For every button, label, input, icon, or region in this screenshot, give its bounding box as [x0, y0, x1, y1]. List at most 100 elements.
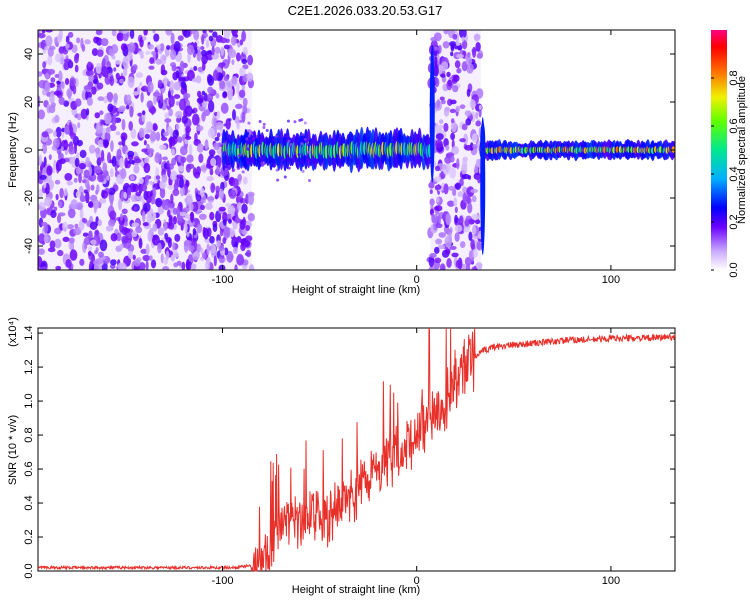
noise-region-2-blob [466, 186, 475, 198]
noise-region-1-blob [38, 95, 41, 104]
noise-region-2-blob [434, 257, 442, 264]
noise-region-2-blob [438, 124, 444, 129]
scatter-point [222, 142, 226, 146]
scatter-point [307, 150, 311, 154]
noise-region-1-blob [145, 260, 149, 270]
noise-region-1-blob [116, 148, 122, 160]
noise-region-1-blob [173, 181, 179, 191]
noise-region-1-blob [152, 30, 156, 34]
noise-region-1-blob [52, 138, 60, 149]
noise-region-1-blob [100, 119, 105, 125]
noise-region-1-blob [84, 191, 90, 204]
noise-region-1-blob [192, 227, 197, 236]
noise-region-2-blob [464, 227, 471, 232]
noise-region-2-blob [476, 240, 481, 251]
noise-region-1-blob [164, 112, 170, 119]
noise-region-1-blob [188, 202, 194, 211]
scatter-point [262, 122, 266, 126]
noise-region-1-blob [54, 73, 60, 78]
noise-region-1-blob [58, 54, 66, 65]
noise-region-1-blob [196, 49, 202, 62]
scatter-point [293, 120, 297, 124]
noise-region-2-blob [434, 56, 438, 68]
noise-region-1-blob [201, 34, 205, 45]
noise-region-1-blob [86, 97, 93, 106]
noise-region-1-blob [217, 156, 222, 168]
noise-region-1-blob [227, 89, 233, 101]
noise-region-1-blob [58, 201, 63, 207]
noise-region-1-blob [175, 110, 183, 119]
noise-region-1-blob [77, 205, 81, 210]
noise-region-1-blob [96, 82, 104, 90]
noise-region-2-blob [447, 30, 456, 36]
noise-region-1-blob [173, 262, 179, 268]
noise-region-1-blob [135, 226, 143, 234]
noise-region-1-blob [216, 132, 221, 138]
noise-region-1-blob [142, 222, 149, 227]
noise-region-1-blob [111, 30, 117, 37]
noise-region-1-blob [92, 260, 99, 265]
noise-region-1-blob [216, 111, 221, 120]
noise-region-1-blob [232, 109, 236, 121]
noise-region-2-blob [434, 176, 441, 183]
noise-region-1-blob [212, 31, 218, 38]
noise-region-1-blob [228, 189, 237, 199]
noise-region-1-blob [127, 150, 135, 158]
scatter-point [252, 137, 256, 141]
noise-region-1-blob [218, 206, 226, 212]
noise-region-1-blob [146, 196, 152, 204]
noise-region-1-blob [128, 120, 133, 131]
noise-region-1-blob [231, 30, 239, 36]
spectrogram-x-label: Height of straight line (km) [292, 284, 420, 296]
noise-region-1-blob [192, 52, 196, 58]
noise-region-2-blob [433, 246, 440, 254]
noise-region-1-blob [140, 161, 145, 168]
noise-region-1-blob [107, 94, 113, 103]
y-tick-label: 0.8 [23, 427, 35, 442]
noise-region-2-blob [450, 120, 458, 133]
y-tick-label: -20 [23, 190, 35, 206]
noise-region-1-blob [49, 93, 55, 104]
noise-region-1-blob [108, 187, 116, 196]
noise-region-2-blob [436, 99, 441, 109]
noise-region-2-blob [428, 255, 435, 268]
noise-region-1-blob [50, 77, 56, 83]
noise-region-1-blob [97, 173, 105, 183]
scatter-point [303, 137, 307, 141]
noise-region-1-blob [164, 118, 172, 123]
noise-region-1-blob [95, 30, 103, 36]
noise-region-1-blob [45, 35, 53, 47]
noise-region-2-blob [435, 139, 443, 149]
noise-region-1-blob [225, 118, 231, 130]
noise-region-2-blob [454, 206, 458, 214]
noise-region-2-blob [438, 119, 444, 124]
noise-region-1-blob [196, 143, 204, 153]
scatter-point [301, 169, 305, 173]
noise-region-1-blob [185, 258, 190, 270]
noise-region-2-blob [456, 53, 464, 59]
noise-region-1-blob [157, 227, 165, 236]
noise-region-2-blob [474, 219, 481, 225]
noise-region-1-blob [201, 252, 207, 259]
noise-region-1-blob [214, 136, 220, 142]
noise-region-1-blob [181, 261, 186, 270]
noise-region-1-blob [143, 202, 151, 213]
noise-region-1-blob [47, 54, 53, 66]
noise-region-1-blob [177, 136, 183, 143]
noise-region-1-blob [184, 223, 188, 233]
noise-region-1-blob [85, 69, 94, 77]
noise-region-1-blob [203, 92, 208, 102]
scatter-point [262, 125, 266, 129]
noise-region-1-blob [247, 212, 255, 222]
noise-region-1-blob [159, 43, 165, 52]
noise-region-1-blob [67, 208, 76, 219]
noise-region-1-blob [70, 199, 78, 210]
noise-region-1-blob [126, 94, 132, 103]
colorbar-tick-label: 0.0 [728, 262, 740, 277]
noise-region-2-blob [463, 133, 469, 145]
noise-region-1-blob [142, 210, 146, 223]
y-tick-label: -40 [23, 238, 35, 254]
noise-region-1-blob [166, 45, 171, 50]
noise-region-1-blob [133, 158, 142, 164]
noise-region-1-blob [222, 237, 227, 244]
